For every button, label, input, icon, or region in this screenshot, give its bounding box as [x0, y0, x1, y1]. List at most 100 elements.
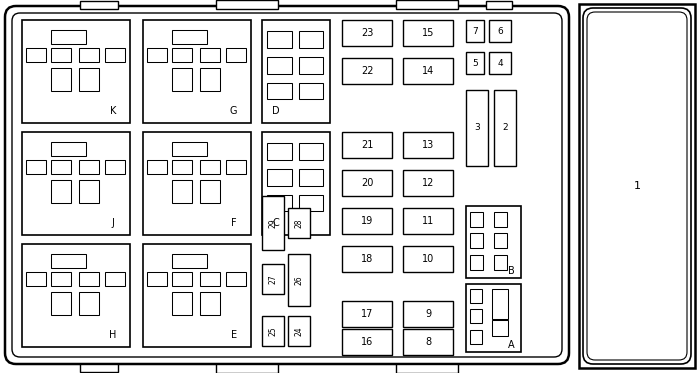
Text: 2: 2 — [502, 123, 508, 132]
Bar — [262, 264, 284, 294]
Bar — [342, 132, 392, 158]
Bar — [403, 246, 453, 272]
Text: 12: 12 — [422, 178, 434, 188]
FancyBboxPatch shape — [5, 6, 569, 364]
Bar — [51, 292, 71, 315]
Bar — [396, 0, 458, 9]
Bar — [267, 83, 292, 99]
Bar — [226, 48, 246, 62]
Bar — [288, 254, 310, 306]
Bar — [470, 212, 484, 227]
Text: E: E — [231, 330, 237, 340]
Bar — [105, 272, 125, 286]
Bar — [79, 68, 99, 91]
Bar — [105, 160, 125, 174]
Text: H: H — [109, 330, 116, 340]
Bar — [470, 255, 484, 270]
Text: D: D — [272, 106, 279, 116]
Bar — [51, 160, 71, 174]
Bar — [288, 316, 310, 346]
Text: 15: 15 — [422, 28, 434, 38]
Bar — [27, 272, 46, 286]
Bar — [494, 212, 507, 227]
Bar — [172, 142, 206, 156]
Bar — [172, 48, 192, 62]
Text: B: B — [508, 266, 514, 276]
Bar — [466, 52, 484, 74]
Text: 1: 1 — [634, 181, 640, 191]
Bar — [143, 132, 251, 235]
Text: 17: 17 — [360, 309, 373, 319]
Bar — [200, 48, 220, 62]
Text: 3: 3 — [474, 123, 480, 132]
Bar — [22, 244, 130, 347]
Text: 8: 8 — [425, 337, 431, 347]
Bar — [492, 320, 508, 336]
Bar — [262, 316, 284, 346]
Bar — [80, 1, 118, 9]
Text: 5: 5 — [472, 59, 478, 68]
Bar — [299, 169, 323, 185]
Bar — [470, 309, 482, 323]
Bar — [288, 208, 310, 238]
Bar — [470, 289, 482, 303]
Bar — [489, 52, 511, 74]
Bar — [79, 272, 99, 286]
Bar — [143, 244, 251, 347]
Bar — [172, 292, 192, 315]
Bar — [172, 68, 192, 91]
Bar — [22, 132, 130, 235]
Text: 27: 27 — [269, 274, 277, 284]
Bar — [200, 68, 220, 91]
Text: 13: 13 — [422, 140, 434, 150]
Bar — [342, 208, 392, 234]
Bar — [470, 233, 484, 248]
Bar — [494, 233, 507, 248]
Text: 29: 29 — [269, 218, 277, 228]
Bar — [342, 20, 392, 46]
Bar — [226, 272, 246, 286]
Bar — [466, 90, 488, 166]
Text: F: F — [231, 217, 237, 228]
Bar — [200, 160, 220, 174]
Bar — [79, 160, 99, 174]
Bar — [172, 30, 206, 44]
Text: G: G — [230, 106, 237, 116]
Bar — [267, 31, 292, 48]
Bar — [403, 329, 453, 355]
Bar — [403, 301, 453, 327]
Bar — [172, 272, 192, 286]
Bar — [342, 58, 392, 84]
Bar — [51, 30, 85, 44]
Bar — [492, 289, 508, 319]
Bar — [147, 160, 167, 174]
Text: 23: 23 — [360, 28, 373, 38]
Text: K: K — [109, 106, 116, 116]
Bar — [143, 20, 251, 123]
Bar — [494, 255, 507, 270]
Bar — [466, 206, 521, 278]
Bar — [403, 20, 453, 46]
Bar — [299, 83, 323, 99]
Bar — [147, 272, 167, 286]
Bar — [267, 57, 292, 73]
Text: J: J — [111, 217, 114, 228]
Bar — [51, 68, 71, 91]
Bar — [396, 364, 458, 373]
Bar — [51, 142, 85, 156]
Text: 11: 11 — [422, 216, 434, 226]
Bar — [489, 20, 511, 42]
Text: 25: 25 — [269, 326, 277, 336]
Bar — [403, 132, 453, 158]
Bar — [267, 143, 292, 160]
Bar — [200, 292, 220, 315]
Text: C: C — [272, 217, 279, 228]
Bar — [51, 272, 71, 286]
Bar — [51, 254, 85, 268]
Bar — [267, 169, 292, 185]
Bar — [342, 301, 392, 327]
Bar — [403, 208, 453, 234]
Bar — [267, 195, 292, 211]
Bar — [51, 181, 71, 203]
Text: 24: 24 — [295, 326, 304, 336]
